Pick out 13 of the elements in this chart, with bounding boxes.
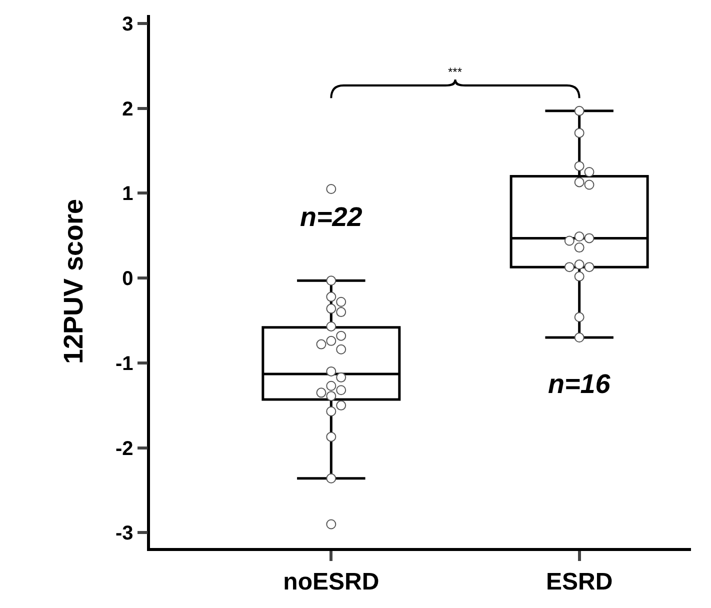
annotation: *** (448, 65, 462, 79)
y-tick-label: 0 (122, 268, 134, 290)
y-tick-label: -3 (115, 522, 134, 545)
y-tick-label: -2 (115, 438, 134, 460)
y-tick-label: -1 (115, 352, 134, 375)
x-tick-label: ESRD (546, 568, 613, 596)
x-tick-label: noESRD (283, 568, 380, 596)
y-tick-label: 2 (122, 98, 134, 120)
annotation: n=22 (300, 202, 362, 232)
y-axis-title: 12PUV score (58, 198, 89, 364)
annotation: n=16 (548, 369, 612, 399)
y-tick-label: 3 (122, 13, 134, 36)
y-tick-label: 1 (122, 183, 134, 206)
